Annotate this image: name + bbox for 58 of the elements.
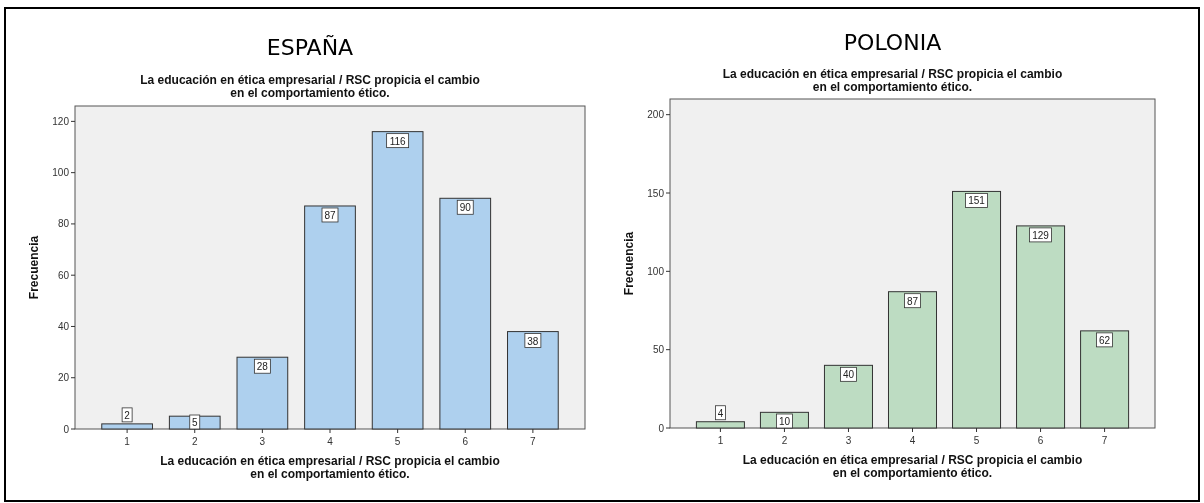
- bar: [236, 356, 289, 430]
- data-label: 28: [256, 361, 269, 373]
- y-tick-label: 20: [57, 372, 70, 384]
- data-label: 87: [906, 295, 919, 307]
- data-label: 62: [1099, 334, 1111, 346]
- x-tick-label: 5: [973, 435, 980, 446]
- y-tick-label: 120: [52, 115, 70, 127]
- x-tick-label: 1: [124, 436, 131, 447]
- x-tick-label: 4: [327, 436, 334, 447]
- y-axis-title: Frecuencia: [622, 231, 636, 296]
- y-tick-label: 150: [647, 187, 665, 199]
- x-tick-label: 7: [530, 436, 537, 447]
- bar: [887, 291, 938, 429]
- chart-title: ESPAÑA: [266, 34, 354, 60]
- chart-subtitle: La educación en ética empresarial / RSC propicia el cambio en el comportamiento ético.: [140, 73, 480, 100]
- y-tick-label: 50: [652, 344, 665, 356]
- data-label: 129: [1032, 229, 1050, 241]
- bar: [1080, 330, 1130, 429]
- chart-title: POLONIA: [843, 30, 942, 55]
- bar: [952, 190, 1002, 429]
- data-label: 38: [527, 335, 539, 347]
- y-tick-label: 80: [57, 218, 70, 230]
- x-tick-label: 4: [909, 435, 916, 446]
- data-label: 40: [842, 369, 855, 381]
- x-tick-label: 3: [259, 436, 266, 447]
- bar: [371, 131, 424, 430]
- y-tick-label: 100: [647, 265, 665, 277]
- y-tick-label: 100: [52, 167, 70, 179]
- data-label: 87: [324, 209, 336, 221]
- y-tick-label: 40: [57, 320, 70, 332]
- data-label: 116: [389, 135, 407, 147]
- data-label: 90: [459, 202, 472, 214]
- x-tick-label: 6: [1037, 435, 1044, 446]
- chart-subtitle: La educación en ética empresarial / RSC propicia el cambio en el comportamiento ético.: [722, 67, 1063, 94]
- y-tick-label: 0: [658, 422, 665, 434]
- y-axis-title: Frecuencia: [27, 235, 41, 300]
- x-axis-title: La educación en ética empresarial / RSC propicia el cambio en el comportamiento ético.: [742, 453, 1083, 480]
- x-tick-label: 6: [462, 436, 469, 447]
- bar: [1016, 225, 1066, 429]
- y-tick-label: 200: [647, 109, 665, 121]
- y-tick-label: 0: [63, 423, 70, 435]
- data-label: 5: [191, 417, 198, 428]
- x-tick-label: 2: [191, 436, 198, 447]
- data-label: 4: [717, 407, 724, 419]
- data-label: 10: [778, 416, 791, 427]
- bar: [823, 364, 873, 429]
- x-tick-label: 2: [781, 435, 788, 446]
- data-label: 151: [968, 195, 986, 207]
- x-tick-label: 5: [394, 436, 401, 447]
- x-tick-label: 3: [845, 435, 852, 446]
- bar: [304, 205, 356, 430]
- x-tick-label: 7: [1101, 435, 1108, 446]
- data-label: 2: [124, 409, 131, 421]
- bar: [507, 331, 559, 430]
- x-axis-title: La educación en ética empresarial / RSC propicia el cambio en el comportamiento ético.: [160, 454, 500, 481]
- x-tick-label: 1: [717, 435, 724, 446]
- y-tick-label: 60: [57, 269, 70, 281]
- bar: [439, 197, 492, 430]
